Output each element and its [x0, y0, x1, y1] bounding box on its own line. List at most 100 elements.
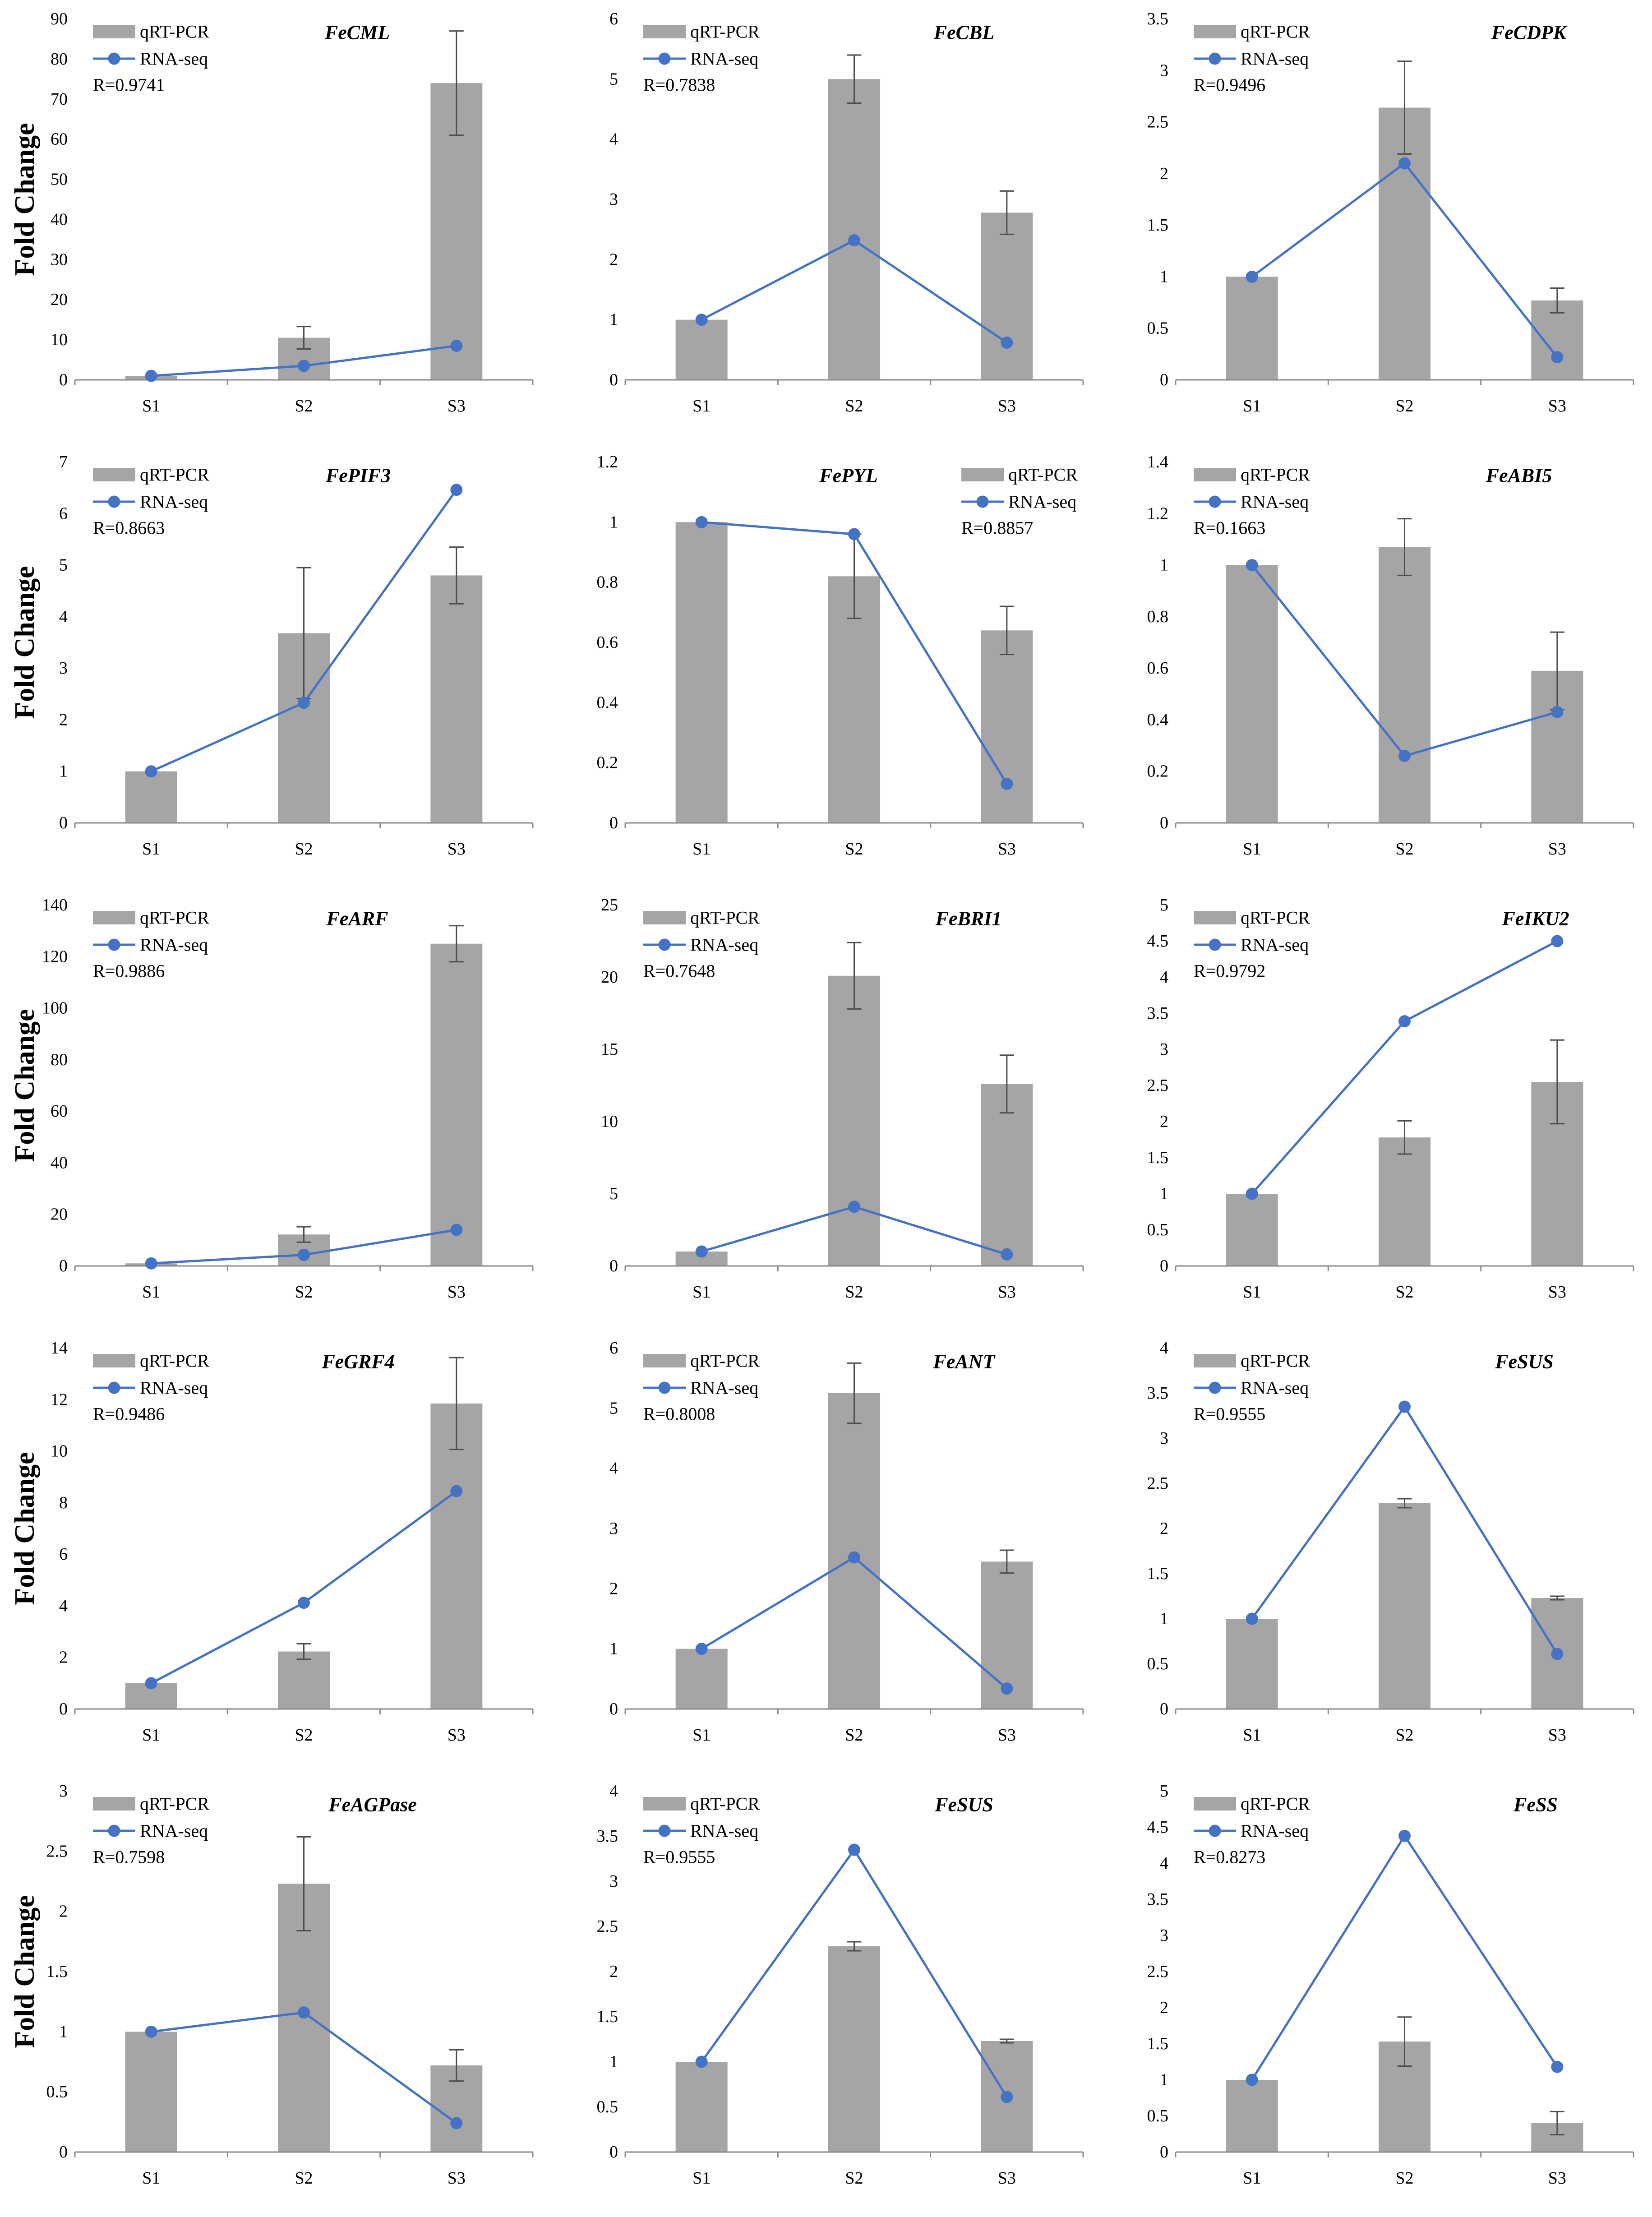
y-tick-label: 2	[1160, 164, 1168, 183]
y-tick-label: 4	[609, 1782, 618, 1801]
rna-seq-point-s1	[1246, 2074, 1258, 2086]
rna-seq-point-s2	[298, 360, 310, 372]
y-tick-label: 4	[609, 1459, 618, 1478]
series-qrt-pcr-bars	[675, 1946, 1033, 2152]
series-qrt-pcr-bars	[1226, 547, 1583, 823]
panel-14-fesus: 0 0.5 1 1.5 2 2.5 3 3.5 4 S1 S2 S3 qRT-PCR RNA-seq R=0…	[551, 1773, 1101, 2216]
error-bar-s2	[847, 54, 862, 104]
chart-fecml: Fold Change 0 10 20 30 40 50 60 70 80 90 S1 S2 S3 qRT-…	[9, 9, 534, 416]
chart-fearf: Fold Change 0 20 40 60 80 100 120 140 S1 S2 S3 qRT-P…	[9, 896, 534, 1302]
legend: qRT-PCR RNA-seq	[1194, 908, 1310, 955]
x-tick-label-s2: S2	[1395, 397, 1413, 416]
y-tick-label: 6	[59, 504, 68, 523]
x-tick-label-s2: S2	[295, 1283, 313, 1302]
y-tick-label: 3	[609, 1519, 618, 1538]
y-tick-label: 20	[601, 968, 618, 987]
bar-qrt-pcr-s1	[1226, 1619, 1278, 1709]
y-axis-label: Fold Change	[9, 566, 40, 719]
correlation-annotation: R=0.9741	[93, 75, 165, 95]
error-bar-s2	[1397, 1498, 1412, 1509]
y-tick-label: 50	[51, 170, 68, 189]
legend-swatch-rna-seq-marker	[1209, 495, 1221, 508]
error-bar-s3	[1550, 2111, 1564, 2136]
y-tick-label: 0	[59, 813, 68, 832]
correlation-annotation: R=0.7648	[643, 961, 715, 981]
y-tick-label: 0	[1160, 1700, 1168, 1718]
y-tick-label: 2	[609, 250, 618, 269]
y-tick-label: 5	[609, 69, 618, 88]
rna-seq-point-s1	[1246, 270, 1258, 283]
series-qrt-pcr-bars	[1226, 1503, 1583, 1709]
y-tick-label: 0.5	[1147, 2106, 1169, 2125]
chart-fegrf4: Fold Change 0 2 4 6 8 10 12 14 S1 S2 S3 qRT-PCR RNA-s…	[9, 1339, 534, 1745]
correlation-annotation: R=0.9555	[643, 1847, 715, 1867]
chart-title: FeSUS	[1495, 1351, 1554, 1373]
y-tick-label: 0.5	[1147, 319, 1169, 338]
y-axis-label: Fold Change	[9, 1452, 40, 1605]
rna-seq-point-s3	[1001, 777, 1013, 790]
y-tick-label: 2.5	[1147, 1474, 1169, 1493]
y-tick-label: 2.5	[1147, 1962, 1169, 1981]
error-bar-s3	[449, 30, 464, 136]
panel-10-fegrf4: Fold Change 0 2 4 6 8 10 12 14 S1 S2 S3 qRT-PCR RNA-s…	[0, 1330, 551, 1773]
y-tick-label: 80	[51, 1050, 68, 1069]
x-tick-label-s1: S1	[692, 1283, 711, 1302]
bar-qrt-pcr-s3	[981, 630, 1033, 823]
rna-seq-point-s1	[695, 2055, 708, 2068]
x-tick-label-s1: S1	[142, 840, 160, 859]
chart-fepif3: Fold Change 0 1 2 3 4 5 6 7 S1 S2 S3 qRT-PCR RNA-seq R…	[9, 453, 534, 859]
bar-qrt-pcr-s2	[828, 79, 881, 380]
legend: qRT-PCR RNA-seq	[93, 465, 209, 512]
error-bar-s3	[449, 2049, 464, 2082]
x-tick-label-s1: S1	[692, 397, 711, 416]
y-tick-label: 1.5	[1147, 1148, 1169, 1167]
y-tick-label: 0	[59, 2143, 68, 2162]
chart-feabi5: 0 0.2 0.4 0.6 0.8 1 1.2 1.4 S1 S2 S3 qRT-PCR RNA-seq…	[1147, 453, 1634, 859]
bar-qrt-pcr-s1	[1226, 2080, 1278, 2152]
y-tick-label: 100	[42, 999, 68, 1018]
correlation-annotation: R=0.8273	[1194, 1847, 1265, 1867]
y-tick-label: 0.2	[1147, 762, 1169, 781]
chart-title: FeARF	[326, 908, 388, 930]
bar-qrt-pcr-s3	[430, 943, 483, 1266]
rna-seq-point-s3	[450, 1485, 463, 1497]
series-qrt-pcr-bars	[125, 1403, 483, 1709]
y-tick-label: 0	[609, 1256, 618, 1275]
y-tick-label: 0	[1160, 370, 1168, 389]
bar-qrt-pcr-s3	[981, 1084, 1033, 1266]
x-tick-label-s2: S2	[845, 1726, 863, 1745]
y-tick-label: 3.5	[597, 1827, 618, 1846]
correlation-annotation: R=0.9792	[1194, 961, 1265, 981]
legend-swatch-qrt-pcr	[93, 1354, 135, 1367]
rna-seq-point-s1	[145, 1677, 157, 1690]
bar-qrt-pcr-s3	[430, 575, 483, 823]
series-qrt-pcr-bars	[1226, 2041, 1583, 2152]
legend-label-rna-seq: RNA-seq	[140, 492, 208, 512]
y-tick-label: 0	[59, 370, 68, 389]
y-tick-label: 6	[609, 1339, 618, 1358]
bar-qrt-pcr-s1	[1226, 1194, 1278, 1266]
y-tick-label: 4	[1160, 1339, 1168, 1358]
error-bar-s3	[449, 546, 464, 605]
bar-qrt-pcr-s2	[828, 975, 881, 1266]
x-tick-label-s1: S1	[1243, 1283, 1261, 1302]
bar-qrt-pcr-s2	[828, 1393, 881, 1709]
y-axis-label: Fold Change	[9, 1895, 40, 2048]
y-tick-label: 80	[51, 50, 68, 69]
y-tick-label: 1	[59, 762, 68, 781]
rna-seq-point-s2	[1398, 1829, 1411, 1842]
x-tick-label-s3: S3	[448, 1283, 466, 1302]
y-tick-label: 0.2	[597, 753, 618, 772]
rna-seq-point-s2	[1398, 1400, 1411, 1413]
chart-title: FeCDPK	[1491, 22, 1568, 44]
legend: qRT-PCR RNA-seq	[93, 908, 209, 955]
y-tick-label: 3	[1160, 1926, 1168, 1945]
y-tick-label: 2.5	[1147, 1076, 1169, 1095]
error-bar-s3	[999, 1054, 1014, 1114]
y-tick-label: 0	[59, 1700, 68, 1718]
y-tick-label: 0.6	[1147, 659, 1169, 678]
y-tick-label: 1.5	[1147, 1564, 1169, 1583]
y-tick-label: 10	[601, 1112, 618, 1131]
y-tick-label: 5	[609, 1184, 618, 1203]
panel-3-fecdpk: 0 0.5 1 1.5 2 2.5 3 3.5 S1 S2 S3 qRT-PCR RNA-seq R=0.…	[1101, 1, 1652, 444]
